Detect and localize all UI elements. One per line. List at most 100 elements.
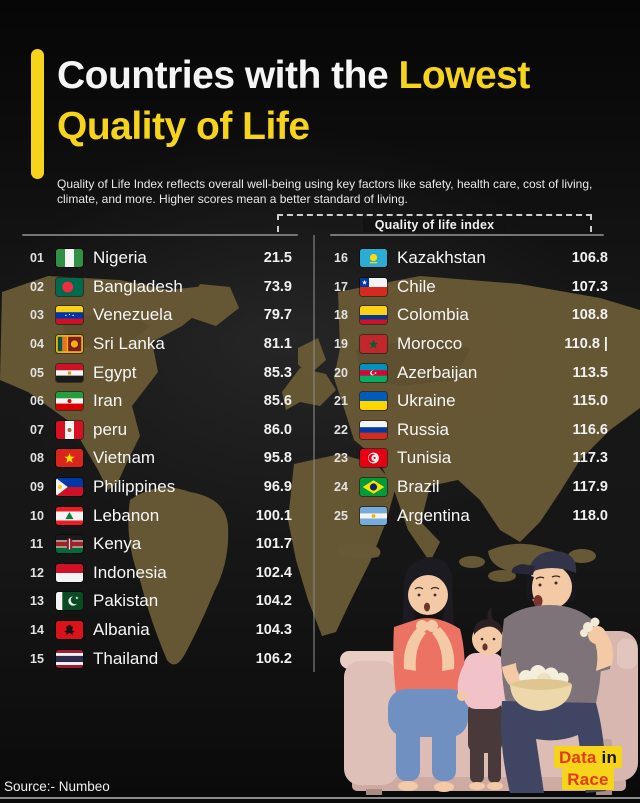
country-name: Philippines <box>93 477 176 497</box>
index-value: 102.4 <box>255 564 292 581</box>
flag-sri-lanka-icon <box>56 335 83 354</box>
title-accent-bar <box>31 49 44 179</box>
country-name: Iran <box>93 391 123 411</box>
rank-label: 22 <box>334 422 348 437</box>
index-value: 115.0 <box>572 393 609 410</box>
index-value: 107.3 <box>571 278 608 295</box>
rank-label: 01 <box>30 251 44 266</box>
country-name: Tunisia <box>397 448 452 468</box>
rank-label: 10 <box>30 508 44 523</box>
country-row-philippines: 09 Philippines 96.9 <box>30 473 292 502</box>
index-value: 85.6 <box>263 393 292 410</box>
country-row-kenya: 11 Kenya 101.7 <box>30 530 292 559</box>
subtitle-line-1: Quality of Life Index reflects overall w… <box>57 177 593 191</box>
flag-egypt-icon <box>56 363 83 382</box>
title-line-1: Countries with the Lowest <box>57 50 530 101</box>
logo-line-1: Data in <box>553 746 623 768</box>
rank-label: 23 <box>334 451 348 466</box>
rank-label: 25 <box>334 508 348 523</box>
country-name: Thailand <box>93 648 159 668</box>
country-name: Bangladesh <box>93 276 183 296</box>
country-name: Morocco <box>397 334 463 354</box>
title-white-text: Countries with the <box>57 54 399 97</box>
country-row-nigeria: 01 Nigeria 21.5 <box>30 244 292 273</box>
index-value: 96.9 <box>263 479 292 496</box>
flag-morocco-icon <box>360 335 387 354</box>
rank-label: 12 <box>30 565 44 580</box>
country-name: Pakistan <box>93 591 159 611</box>
country-name: Argentina <box>397 505 470 525</box>
country-row-lebanon: 10 Lebanon 100.1 <box>30 501 292 530</box>
index-value: 117.9 <box>572 479 609 496</box>
country-name: Colombia <box>397 305 469 325</box>
logo-word-race: Race <box>562 768 614 790</box>
country-name: Vietnam <box>93 448 156 468</box>
rank-label: 03 <box>30 308 44 323</box>
index-value: 104.3 <box>255 622 292 639</box>
country-row-tunisia: 23 Tunisia 117.3 <box>334 444 608 473</box>
subtitle: Quality of Life Index reflects overall w… <box>57 177 597 206</box>
country-row-kazakhstan: 16 Kazakhstan 106.8 <box>334 244 608 273</box>
country-row-iran: 06 Iran 85.6 <box>30 387 292 416</box>
flag-venezuela-icon <box>56 306 83 325</box>
logo-word-in: in <box>601 748 618 767</box>
rank-label: 08 <box>30 451 44 466</box>
flag-kazakhstan-icon <box>360 249 387 268</box>
country-name: Venezuela <box>93 305 173 325</box>
flag-peru-icon <box>56 420 83 439</box>
index-value: 86.0 <box>263 421 292 438</box>
country-name: Ukraine <box>397 391 456 411</box>
rank-label: 15 <box>30 651 44 666</box>
flag-ukraine-icon <box>360 392 387 411</box>
country-name: peru <box>93 419 128 439</box>
rank-label: 14 <box>30 623 44 638</box>
country-name: Albania <box>93 620 150 640</box>
index-value: 100.1 <box>255 507 292 524</box>
index-value: 106.2 <box>255 650 292 667</box>
header-rule-left <box>22 234 298 236</box>
country-name: Kenya <box>93 534 142 554</box>
country-row-egypt: 05 Egypt 85.3 <box>30 358 292 387</box>
flag-azerbaijan-icon <box>360 363 387 382</box>
country-row-azerbaijan: 20 Azerbaijan 113.5 <box>334 358 608 387</box>
country-row-sri-lanka: 04 Sri Lanka 81.1 <box>30 330 292 359</box>
country-name: Kazakhstan <box>397 248 486 268</box>
logo-word-data: Data <box>558 748 597 767</box>
index-header-label: Quality of life index <box>362 218 507 232</box>
flag-bangladesh-icon <box>56 277 83 296</box>
column-divider <box>313 235 315 672</box>
rank-label: 07 <box>30 422 44 437</box>
rank-label: 11 <box>30 537 44 552</box>
country-row-morocco: 19 Morocco 110.8 | <box>334 330 608 359</box>
rank-label: 17 <box>334 279 348 294</box>
rank-label: 24 <box>334 480 348 495</box>
country-name: Egypt <box>93 362 137 382</box>
country-name: Sri Lanka <box>93 334 165 354</box>
flag-colombia-icon <box>360 306 387 325</box>
flag-argentina-icon <box>360 506 387 525</box>
country-row-ukraine: 21 Ukraine 115.0 <box>334 387 608 416</box>
ranking-column-left: 01 Nigeria 21.5 02 Bangladesh 73.9 03 Venezuela… <box>30 244 292 673</box>
rank-label: 20 <box>334 365 348 380</box>
flag-chile-icon <box>360 277 387 296</box>
country-row-argentina: 25 Argentina 118.0 <box>334 501 608 530</box>
index-header-bracket: Quality of life index <box>277 214 592 232</box>
country-row-albania: 14 Albania 104.3 <box>30 616 292 645</box>
index-value: 85.3 <box>263 364 292 381</box>
family-watching-tv-illustration <box>338 543 638 795</box>
rank-label: 05 <box>30 365 44 380</box>
country-row-venezuela: 03 Venezuela 79.7 <box>30 301 292 330</box>
flag-russia-icon <box>360 420 387 439</box>
index-value: 113.5 <box>572 364 609 381</box>
country-row-bangladesh: 02 Bangladesh 73.9 <box>30 273 292 302</box>
country-row-brazil: 24 Brazil 117.9 <box>334 473 608 502</box>
rank-label: 02 <box>30 279 44 294</box>
flag-albania-icon <box>56 621 83 640</box>
index-value: 73.9 <box>263 278 292 295</box>
country-name: Brazil <box>397 477 440 497</box>
country-name: Russia <box>397 419 449 439</box>
country-row-pakistan: 13 Pakistan 104.2 <box>30 587 292 616</box>
index-value: 110.8 | <box>564 336 608 353</box>
rank-label: 04 <box>30 337 44 352</box>
